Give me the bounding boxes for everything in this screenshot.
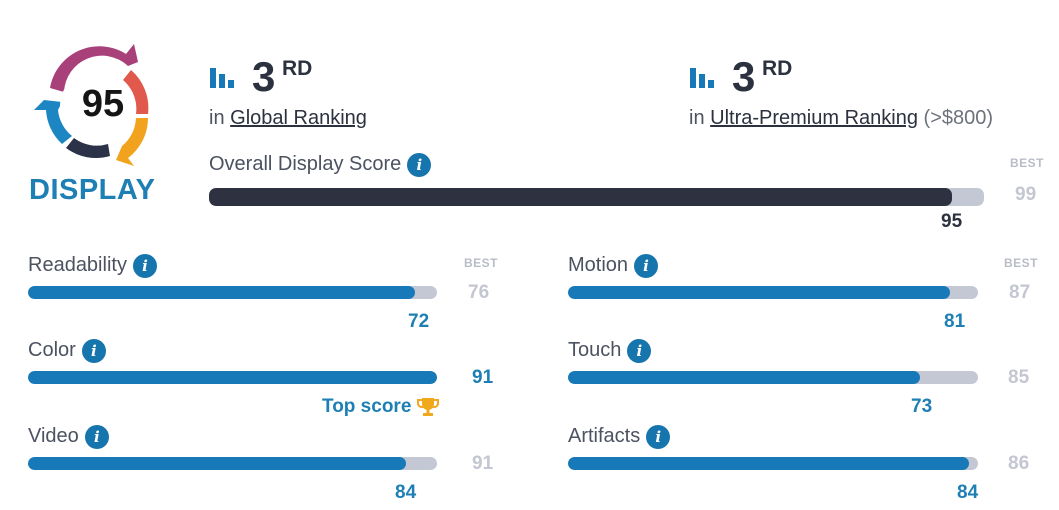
overall-score-value: 95	[941, 211, 963, 232]
info-icon[interactable]: i	[627, 338, 652, 363]
artifacts-fill	[568, 457, 969, 470]
premium-rank-caption: in Ultra-Premium Ranking (>$800)	[689, 107, 993, 130]
artifacts-label-row: Artifacts i	[568, 424, 671, 449]
color-fill	[28, 371, 437, 384]
info-icon[interactable]: i	[84, 424, 109, 449]
artifacts-label: Artifacts	[568, 425, 641, 447]
overall-score-bar	[209, 188, 984, 206]
overall-best-label: BEST	[1010, 156, 1045, 170]
ultra-premium-ranking-link[interactable]: Ultra-Premium Ranking	[710, 107, 918, 129]
touch-label-row: Touch i	[568, 338, 652, 363]
overall-score-label: Overall Display Score	[209, 153, 402, 175]
artifacts-bar	[568, 457, 978, 470]
overall-best-value: 99	[1015, 184, 1037, 205]
motion-fill	[568, 286, 950, 299]
motion-label: Motion	[568, 254, 629, 276]
price-threshold: (>$800)	[923, 107, 994, 129]
motion-bar	[568, 286, 978, 299]
trophy-icon	[416, 397, 439, 416]
premium-rank-prefix: in	[689, 107, 705, 129]
video-label: Video	[28, 425, 79, 447]
global-rank-suffix: RD	[282, 57, 313, 80]
color-label-row: Color i	[28, 338, 106, 363]
top-score-badge: Top score	[322, 396, 439, 418]
readability-fill	[28, 286, 416, 299]
display-label: DISPLAY	[29, 174, 156, 206]
readability-score-value: 72	[408, 311, 430, 332]
motion-best-value: 87	[1009, 282, 1031, 303]
info-icon[interactable]: i	[132, 253, 157, 278]
artifacts-score-value: 84	[957, 482, 979, 503]
top-score-label: Top score	[322, 396, 412, 417]
bar-chart-icon	[690, 68, 716, 88]
touch-best-value: 85	[1008, 367, 1030, 388]
overall-score-fill	[209, 188, 953, 206]
touch-label: Touch	[568, 339, 622, 361]
global-ranking-link[interactable]: Global Ranking	[230, 107, 367, 129]
video-best-value: 91	[472, 453, 494, 474]
readability-label-row: Readability i	[28, 253, 157, 278]
readability-best-value: 76	[468, 282, 490, 303]
premium-rank-number: 3	[732, 53, 756, 100]
color-bar	[28, 371, 437, 384]
color-label: Color	[28, 339, 76, 361]
motion-score-value: 81	[944, 311, 966, 332]
info-icon[interactable]: i	[407, 152, 432, 177]
video-score-value: 84	[395, 482, 417, 503]
color-best-value: 91	[472, 367, 494, 388]
info-icon[interactable]: i	[634, 253, 659, 278]
readability-label: Readability	[28, 254, 127, 276]
info-icon[interactable]: i	[646, 424, 671, 449]
display-score-ring	[34, 44, 149, 166]
touch-score-value: 73	[911, 396, 933, 417]
video-fill	[28, 457, 406, 470]
premium-rank-suffix: RD	[762, 57, 793, 80]
readability-bar	[28, 286, 437, 299]
video-bar	[28, 457, 437, 470]
artifacts-best-value: 86	[1008, 453, 1030, 474]
readability-best-label: BEST	[464, 256, 499, 270]
global-rank-prefix: in	[209, 107, 225, 129]
overall-score-label-row: Overall Display Score i	[209, 152, 432, 177]
info-icon[interactable]: i	[81, 338, 106, 363]
touch-bar	[568, 371, 978, 384]
motion-best-label: BEST	[1004, 256, 1039, 270]
global-rank-caption: in Global Ranking	[209, 107, 367, 130]
badge-score: 95	[81, 83, 125, 125]
global-rank-number: 3	[252, 53, 276, 100]
motion-label-row: Motion i	[568, 253, 659, 278]
bar-chart-icon	[210, 68, 236, 88]
touch-fill	[568, 371, 921, 384]
video-label-row: Video i	[28, 424, 109, 449]
